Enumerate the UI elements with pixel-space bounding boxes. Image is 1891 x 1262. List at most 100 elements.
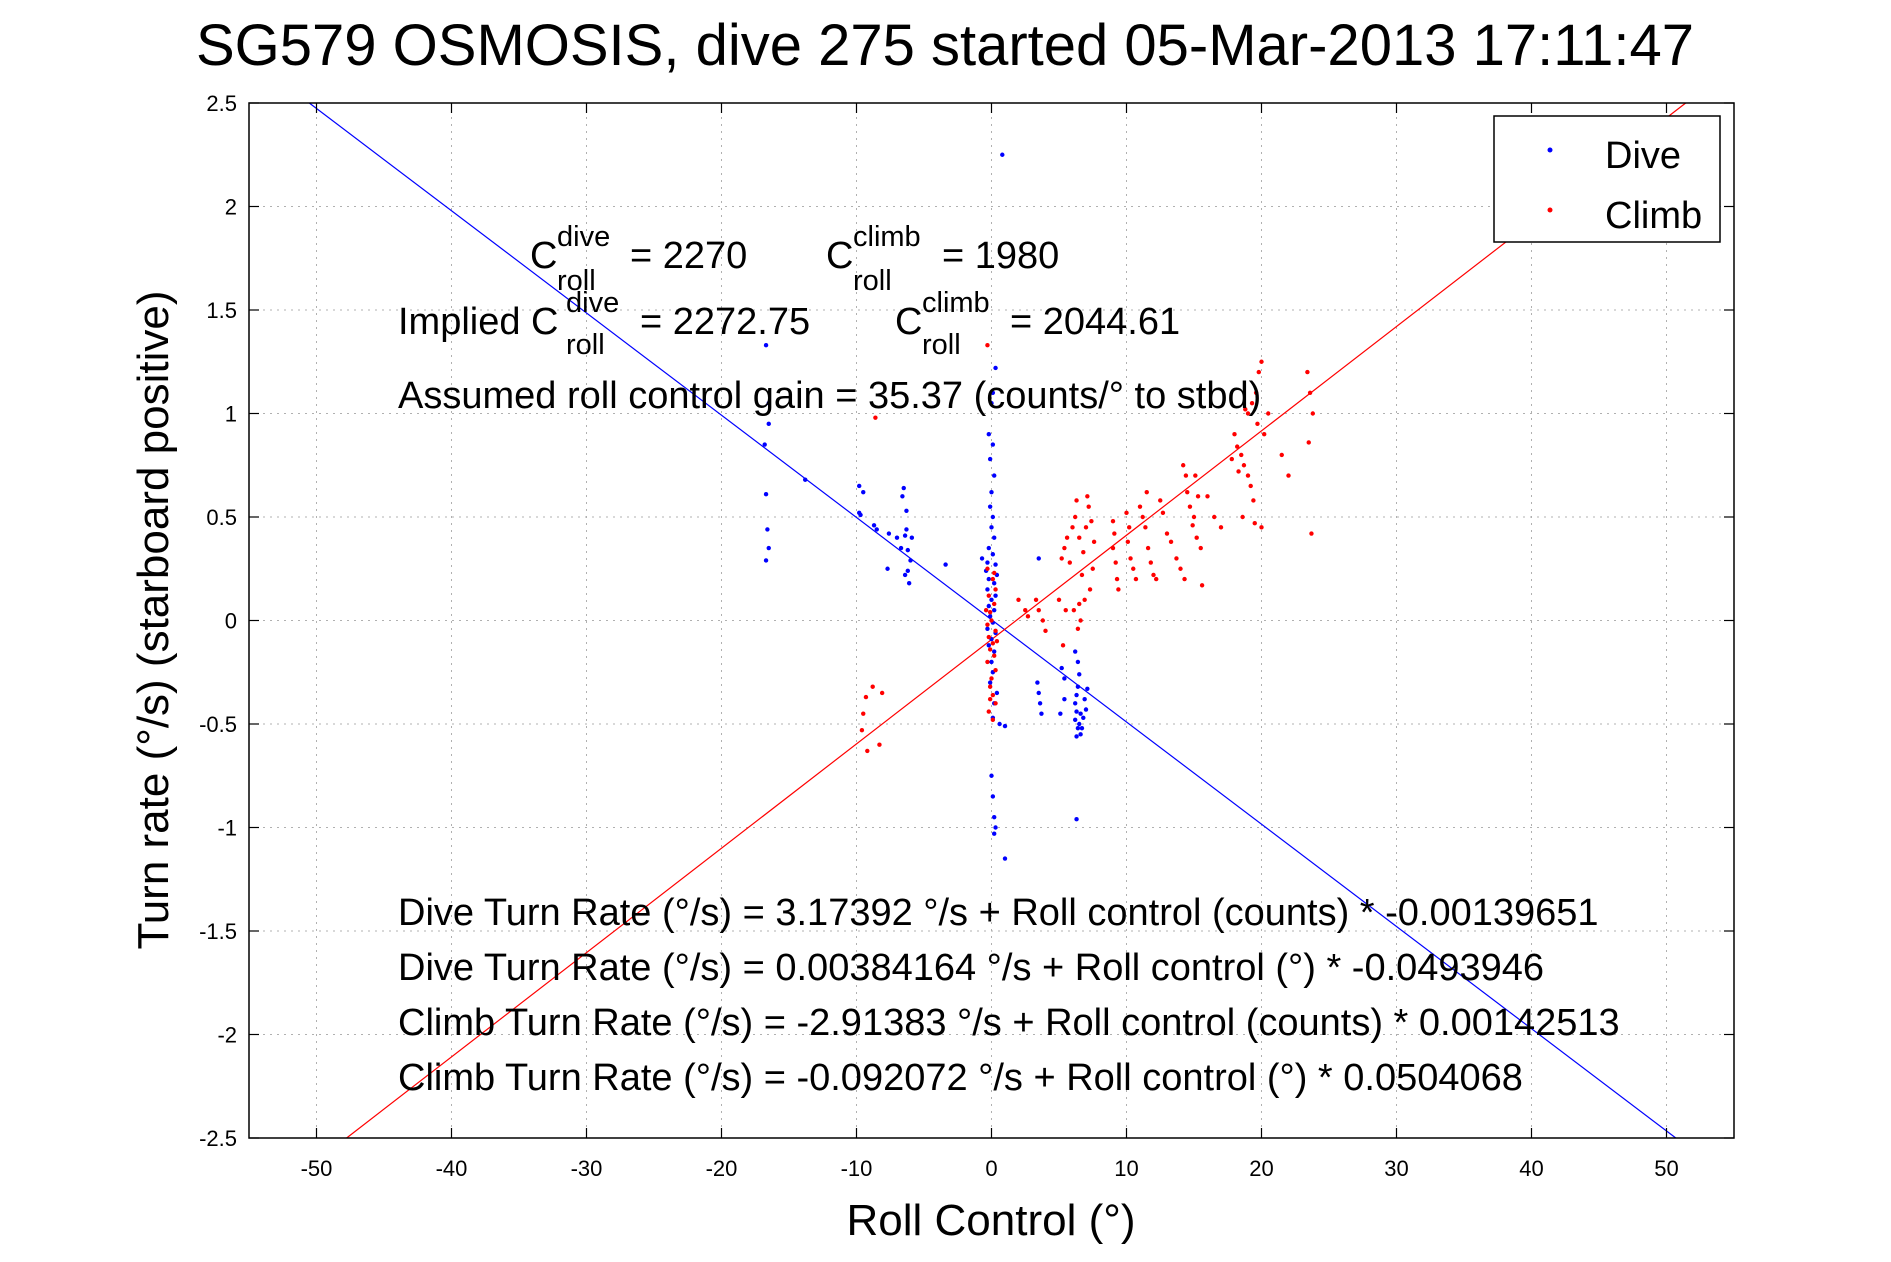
data-point-climb — [1070, 525, 1075, 530]
data-point-dive — [992, 473, 997, 478]
data-point-dive — [986, 643, 991, 648]
data-point-dive — [986, 603, 991, 609]
data-point-climb — [1144, 489, 1149, 495]
data-point-dive — [763, 342, 769, 348]
data-point-climb — [1262, 432, 1267, 437]
data-point-dive — [861, 489, 866, 495]
data-point-climb — [1193, 473, 1198, 478]
implied-c-roll-climb-annotation: C climb roll = 2044.61 — [895, 287, 1180, 361]
data-point-climb — [1259, 359, 1264, 364]
data-point-climb — [1266, 411, 1271, 416]
chart-title: SG579 OSMOSIS, dive 275 started 05-Mar-2… — [196, 13, 1694, 78]
y-tick-label: -1.5 — [199, 919, 237, 944]
data-point-climb — [986, 593, 991, 598]
x-tick-label: -50 — [301, 1156, 333, 1181]
data-point-climb — [985, 342, 990, 348]
data-point-dive — [905, 547, 910, 553]
data-point-dive — [1074, 734, 1079, 739]
data-point-dive — [1075, 684, 1081, 689]
data-point-climb — [1071, 607, 1077, 613]
data-point-climb — [863, 694, 869, 700]
data-point-dive — [990, 390, 996, 395]
x-axis-ticks: -50 -40 -30 -20 -10 0 10 20 30 40 50 — [301, 103, 1679, 1181]
data-point-dive — [990, 442, 996, 447]
x-tick-label: -30 — [571, 1156, 603, 1181]
data-point-dive — [992, 581, 997, 586]
data-point-climb — [1110, 545, 1116, 551]
data-point-dive — [766, 400, 771, 406]
data-point-dive — [987, 456, 993, 462]
data-point-climb — [1127, 525, 1132, 530]
data-point-climb — [1309, 531, 1314, 536]
data-point-dive — [1079, 725, 1085, 731]
data-point-dive — [986, 545, 991, 551]
data-point-dive — [993, 593, 998, 598]
data-point-climb — [992, 653, 997, 658]
data-point-climb — [1089, 518, 1094, 524]
data-point-climb — [1195, 494, 1201, 499]
data-point-dive — [871, 523, 877, 528]
data-point-climb — [1110, 518, 1116, 524]
data-point-dive — [1073, 701, 1078, 706]
data-point-climb — [989, 676, 994, 681]
data-point-climb — [1160, 510, 1166, 516]
data-point-dive — [765, 527, 770, 532]
implied-dive-sub: roll — [566, 329, 605, 361]
data-point-dive — [1037, 701, 1043, 706]
y-axis-label: Turn rate (°/s) (starboard positive) — [129, 290, 178, 949]
data-point-dive — [985, 560, 990, 565]
data-point-dive — [987, 680, 993, 685]
data-point-dive — [885, 566, 890, 571]
data-point-dive — [902, 572, 908, 578]
implied-dive-value: = 2272.75 — [640, 301, 810, 343]
data-point-climb — [1083, 525, 1089, 530]
data-point-climb — [1113, 560, 1118, 565]
data-point-climb — [1245, 473, 1251, 478]
data-point-climb — [877, 742, 882, 747]
data-point-dive — [1077, 672, 1082, 677]
data-point-dive — [1078, 732, 1083, 737]
data-point-climb — [1062, 545, 1067, 551]
data-point-dive — [858, 512, 863, 518]
data-point-dive — [993, 365, 998, 371]
data-point-dive — [902, 533, 908, 538]
y-tick-label: 2.5 — [206, 91, 237, 116]
data-point-climb — [1085, 494, 1090, 499]
data-point-dive — [1083, 707, 1089, 712]
data-point-climb — [1064, 535, 1070, 540]
data-point-climb — [993, 701, 998, 706]
data-point-climb — [993, 587, 998, 592]
data-point-climb — [985, 659, 990, 665]
y-tick-label: -2.5 — [199, 1126, 237, 1151]
data-point-dive — [1035, 680, 1040, 685]
data-point-climb — [987, 647, 993, 652]
data-point-climb — [1091, 539, 1097, 545]
data-point-dive — [987, 504, 993, 509]
data-point-climb — [1075, 626, 1081, 631]
data-point-climb — [1212, 514, 1217, 520]
data-point-dive — [994, 690, 1000, 696]
data-point-dive — [979, 556, 985, 561]
data-point-climb — [1218, 525, 1224, 530]
data-point-dive — [992, 607, 997, 613]
data-point-climb — [1259, 525, 1264, 530]
data-point-dive — [1078, 711, 1083, 716]
data-point-climb — [1243, 407, 1248, 412]
x-tick-label: -10 — [841, 1156, 873, 1181]
data-point-climb — [1185, 489, 1190, 495]
data-point-dive — [1077, 721, 1082, 727]
data-point-climb — [1140, 514, 1145, 520]
data-point-climb — [1248, 483, 1253, 489]
data-point-dive — [993, 562, 998, 567]
c-roll-climb-base: C — [826, 235, 853, 277]
legend-label-dive: Dive — [1605, 135, 1681, 177]
data-point-climb — [987, 696, 993, 702]
data-point-climb — [1252, 521, 1257, 526]
data-point-dive — [1074, 817, 1079, 822]
data-point-dive — [766, 421, 771, 427]
data-point-climb — [1060, 643, 1066, 648]
data-point-climb — [1040, 618, 1046, 623]
data-point-climb — [1078, 618, 1083, 623]
data-point-climb — [1074, 498, 1079, 503]
fit-equation-1: Dive Turn Rate (°/s) = 3.17392 °/s + Rol… — [398, 892, 1599, 934]
